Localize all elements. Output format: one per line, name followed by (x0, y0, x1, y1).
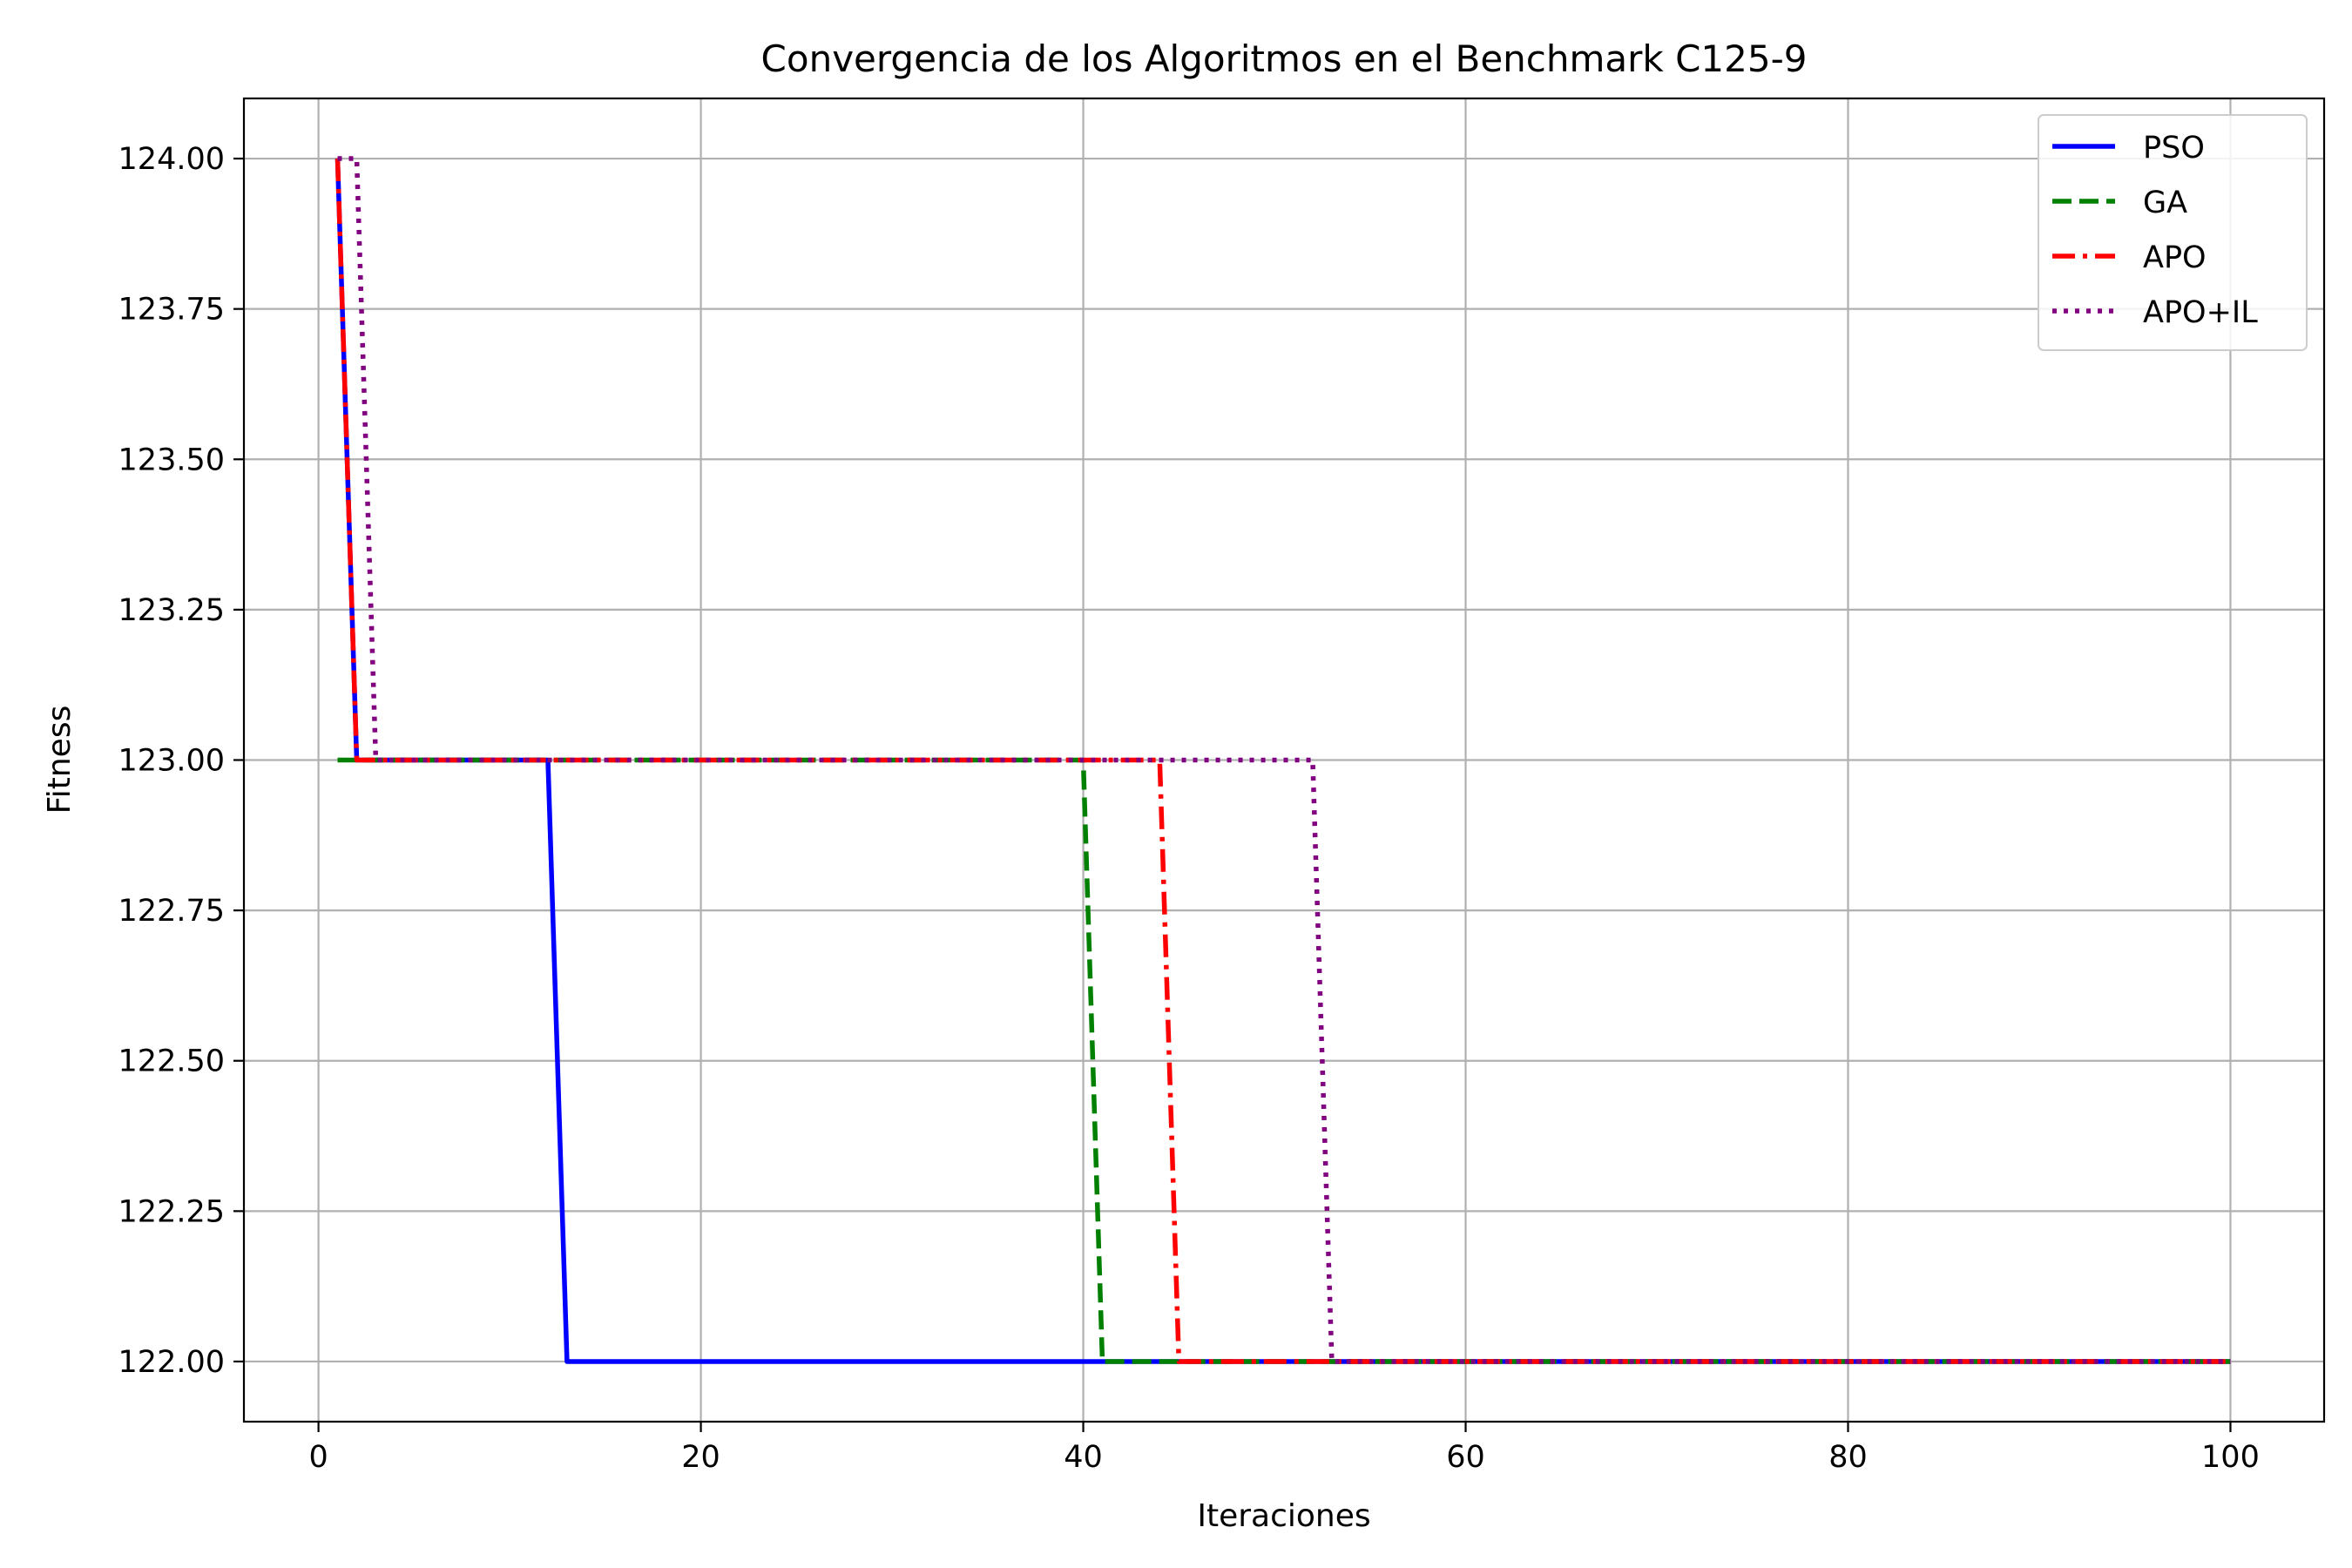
x-tick-label: 0 (308, 1440, 328, 1475)
y-tick-label: 123.75 (118, 293, 225, 328)
y-tick-label: 123.50 (118, 443, 225, 477)
y-tick-label: 122.00 (118, 1345, 225, 1380)
x-tick-label: 20 (681, 1440, 720, 1475)
x-axis-label: Iteraciones (1197, 1498, 1370, 1534)
series-layer (335, 156, 2231, 1364)
y-tick-label: 123.25 (118, 593, 225, 628)
legend-label: APO (2143, 240, 2207, 275)
y-axis-label: Fitness (42, 706, 78, 814)
chart-title: Convergencia de los Algoritmos en el Ben… (761, 37, 1808, 80)
legend-label: APO+IL (2143, 295, 2258, 330)
x-tick-label: 100 (2201, 1440, 2260, 1475)
y-tick-label: 124.00 (118, 142, 225, 177)
y-tick-label: 123.00 (118, 744, 225, 779)
x-tick-label: 80 (1828, 1440, 1868, 1475)
y-tick-label: 122.50 (118, 1044, 225, 1079)
legend: PSO GA APO APO+IL (2038, 114, 2308, 351)
ticks: 0 20 40 60 80 100 122.00 122.25 122.50 122.75 123.… (118, 142, 2260, 1475)
legend-box (2038, 114, 2308, 351)
series-line-apo-il (337, 156, 2231, 1364)
x-tick-label: 60 (1446, 1440, 1485, 1475)
y-tick-label: 122.75 (118, 894, 225, 929)
legend-label: PSO (2143, 131, 2205, 166)
legend-label: GA (2143, 186, 2187, 220)
y-tick-label: 122.25 (118, 1194, 225, 1229)
x-tick-label: 40 (1064, 1440, 1103, 1475)
